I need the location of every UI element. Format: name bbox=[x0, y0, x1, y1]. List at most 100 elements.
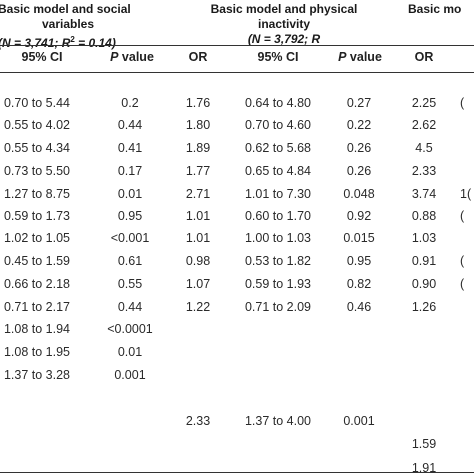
cell-ci1: 0.73 to 5.50 bbox=[3, 164, 70, 178]
cell-or3: 1.26 bbox=[411, 300, 437, 314]
cell-or2: 2.33 bbox=[185, 414, 211, 428]
cell-ci1: 1.02 to 1.05 bbox=[3, 231, 70, 245]
cell-ci2: 0.62 to 5.68 bbox=[244, 141, 312, 155]
cell-or3: 0.90 bbox=[411, 277, 437, 291]
cell-ci1: 0.71 to 2.17 bbox=[3, 300, 70, 314]
col-p1-rest: value bbox=[118, 50, 154, 64]
cell-ci1: 0.55 to 4.34 bbox=[3, 141, 70, 155]
cell-ci2: 0.70 to 4.60 bbox=[244, 118, 312, 132]
cell-p1: <0.0001 bbox=[107, 322, 153, 336]
group-header-social: Basic model and social variables (N = 3,… bbox=[0, 2, 178, 51]
header-bottom-rule bbox=[0, 72, 474, 74]
cell-p2: 0.95 bbox=[346, 254, 372, 268]
cell-p1: 0.55 bbox=[117, 277, 143, 291]
cell-p2: 0.46 bbox=[346, 300, 372, 314]
col-p2: P value bbox=[328, 50, 392, 64]
cell-p1: 0.41 bbox=[117, 141, 143, 155]
cell-ci2: 1.00 to 1.03 bbox=[244, 231, 312, 245]
cell-x: ( bbox=[460, 277, 465, 291]
cell-p1: 0.44 bbox=[117, 300, 143, 314]
cell-or3: 1.59 bbox=[411, 437, 437, 451]
cell-p2: 0.26 bbox=[346, 141, 372, 155]
cell-ci2: 0.64 to 4.80 bbox=[244, 96, 312, 110]
cell-p2: 0.26 bbox=[346, 164, 372, 178]
cell-or3: 2.62 bbox=[411, 118, 437, 132]
cell-or2: 1.76 bbox=[185, 96, 211, 110]
group-header-social-line3: (N = 3,741; R2 = 0.14) bbox=[0, 35, 116, 50]
cell-ci1: 0.45 to 1.59 bbox=[3, 254, 70, 268]
cell-p2: 0.22 bbox=[346, 118, 372, 132]
cell-ci2: 0.71 to 2.09 bbox=[244, 300, 312, 314]
group-header-third-line1: Basic mo bbox=[408, 2, 462, 16]
cell-p2: 0.015 bbox=[343, 231, 375, 245]
cell-ci1: 0.55 to 4.02 bbox=[3, 118, 70, 132]
cell-or2: 1.22 bbox=[185, 300, 211, 314]
cell-or2: 1.80 bbox=[185, 118, 211, 132]
cell-ci2: 0.53 to 1.82 bbox=[244, 254, 312, 268]
col-or3: OR bbox=[414, 50, 434, 64]
cell-ci1: 0.66 to 2.18 bbox=[3, 277, 70, 291]
cell-p1: 0.01 bbox=[117, 345, 143, 359]
col-p2-italic: P bbox=[338, 50, 347, 64]
cell-or2: 1.77 bbox=[185, 164, 211, 178]
cell-p1: 0.61 bbox=[117, 254, 143, 268]
cell-ci2: 0.65 to 4.84 bbox=[244, 164, 312, 178]
group-header-physical-line2: inactivity bbox=[257, 17, 311, 31]
cell-or3: 4.5 bbox=[415, 141, 433, 155]
cell-or3: 0.88 bbox=[411, 209, 437, 223]
cell-or3: 3.74 bbox=[411, 187, 437, 201]
group-header-physical-line1: Basic model and physical bbox=[210, 2, 358, 16]
cell-ci1: 0.59 to 1.73 bbox=[3, 209, 70, 223]
cell-p1: 0.001 bbox=[114, 368, 146, 382]
cell-x: 1( bbox=[460, 187, 472, 201]
cell-or2: 0.98 bbox=[185, 254, 211, 268]
cell-ci1: 1.27 to 8.75 bbox=[3, 187, 70, 201]
cell-x: ( bbox=[460, 96, 465, 110]
cell-p1: 0.2 bbox=[121, 96, 139, 110]
cell-or3: 1.91 bbox=[411, 461, 437, 475]
cell-or2: 1.01 bbox=[185, 209, 211, 223]
cell-or2: 1.01 bbox=[185, 231, 211, 245]
cell-ci2: 0.59 to 1.93 bbox=[244, 277, 312, 291]
cell-x: ( bbox=[460, 254, 465, 268]
cell-p2: 0.92 bbox=[346, 209, 372, 223]
cell-p2: 0.048 bbox=[343, 187, 375, 201]
col-ci1: 95% CI bbox=[21, 50, 63, 64]
group-header-social-r2: = 0.14) bbox=[74, 36, 116, 50]
cell-ci2: 1.01 to 7.30 bbox=[244, 187, 312, 201]
cell-ci1: 1.08 to 1.94 bbox=[3, 322, 70, 336]
header-top-rule bbox=[0, 45, 474, 47]
cell-or3: 2.25 bbox=[411, 96, 437, 110]
col-or2: OR bbox=[188, 50, 208, 64]
group-header-social-r: R bbox=[61, 36, 71, 50]
group-header-social-line1: Basic model and social bbox=[0, 2, 131, 16]
cell-ci1: 0.70 to 5.44 bbox=[3, 96, 70, 110]
group-header-third: Basic mo bbox=[408, 2, 474, 17]
col-p2-rest: value bbox=[346, 50, 382, 64]
cell-x: ( bbox=[460, 209, 465, 223]
cell-ci1: 1.37 to 3.28 bbox=[3, 368, 70, 382]
cell-p1: <0.001 bbox=[110, 231, 150, 245]
cell-or2: 1.89 bbox=[185, 141, 211, 155]
col-p1: P value bbox=[100, 50, 164, 64]
group-header-social-line2: variables bbox=[41, 17, 95, 31]
cell-ci2: 0.60 to 1.70 bbox=[244, 209, 312, 223]
cell-or2: 2.71 bbox=[185, 187, 211, 201]
col-ci2: 95% CI bbox=[257, 50, 299, 64]
cell-p2: 0.27 bbox=[346, 96, 372, 110]
cell-or2: 1.07 bbox=[185, 277, 211, 291]
table-bottom-rule bbox=[0, 472, 474, 473]
group-header-physical-line3: (N = 3,792; R bbox=[247, 32, 321, 46]
cell-ci1: 1.08 to 1.95 bbox=[3, 345, 70, 359]
cell-or3: 2.33 bbox=[411, 164, 437, 178]
cell-p1: 0.01 bbox=[117, 187, 143, 201]
cell-p1: 0.95 bbox=[117, 209, 143, 223]
cell-p1: 0.44 bbox=[117, 118, 143, 132]
cell-ci2: 1.37 to 4.00 bbox=[244, 414, 312, 428]
group-header-physical: Basic model and physical inactivity (N =… bbox=[198, 2, 370, 47]
cell-p2: 0.82 bbox=[346, 277, 372, 291]
cell-p2: 0.001 bbox=[343, 414, 375, 428]
cell-p1: 0.17 bbox=[117, 164, 143, 178]
group-header-social-n: (N = 3,741; bbox=[0, 36, 62, 50]
col-p1-italic: P bbox=[110, 50, 119, 64]
